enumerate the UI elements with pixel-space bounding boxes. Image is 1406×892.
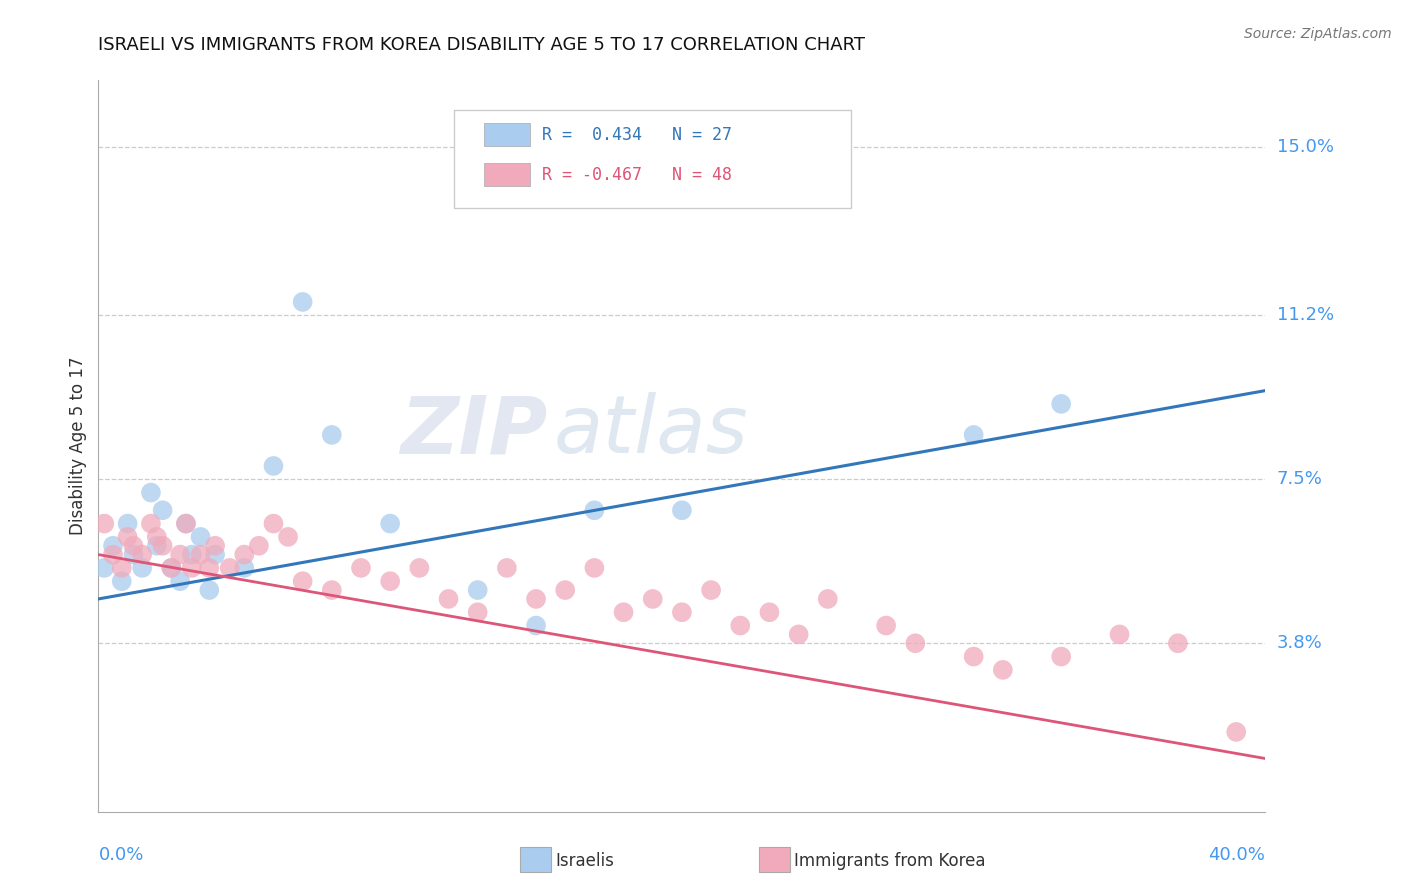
Text: ISRAELI VS IMMIGRANTS FROM KOREA DISABILITY AGE 5 TO 17 CORRELATION CHART: ISRAELI VS IMMIGRANTS FROM KOREA DISABIL… [98,36,866,54]
Point [875,618,897,632]
Text: 15.0%: 15.0% [1277,137,1333,156]
Point [671,605,693,619]
Text: 3.8%: 3.8% [1277,634,1322,652]
Point [152,539,174,553]
Point [139,516,162,531]
Point [218,561,240,575]
FancyBboxPatch shape [484,163,530,186]
Point [160,561,183,575]
Point [131,561,153,575]
Point [904,636,927,650]
Point [146,530,169,544]
Text: R =  0.434   N = 27: R = 0.434 N = 27 [541,126,733,145]
Point [122,539,145,553]
Point [174,516,197,531]
Point [554,583,576,598]
Point [198,561,221,575]
Point [991,663,1014,677]
Text: 0.0%: 0.0% [98,847,143,864]
Point [101,539,124,553]
Point [190,548,212,562]
Point [408,561,430,575]
Point [180,561,202,575]
Point [146,539,169,553]
Point [122,548,145,562]
Point [277,530,299,544]
Text: R = -0.467   N = 48: R = -0.467 N = 48 [541,167,733,185]
Point [263,516,285,531]
Point [437,591,460,606]
Point [962,649,984,664]
Point [496,561,519,575]
Point [583,503,606,517]
Text: atlas: atlas [554,392,748,470]
Point [758,605,780,619]
Point [180,548,202,562]
Y-axis label: Disability Age 5 to 17: Disability Age 5 to 17 [69,357,87,535]
Point [524,618,547,632]
Point [263,458,285,473]
Point [233,561,256,575]
Point [700,583,723,598]
FancyBboxPatch shape [454,110,851,209]
Text: 11.2%: 11.2% [1277,306,1334,324]
Point [174,516,197,531]
Point [1050,397,1073,411]
Point [671,503,693,517]
Point [152,503,174,517]
Point [817,591,839,606]
Point [1225,725,1247,739]
Point [160,561,183,575]
Point [190,530,212,544]
Point [204,548,226,562]
Point [291,294,314,309]
Point [583,561,606,575]
Point [524,591,547,606]
Point [204,539,226,553]
Point [467,605,489,619]
Point [169,574,191,589]
Point [1108,627,1130,641]
Point [291,574,314,589]
Text: Israelis: Israelis [555,852,614,870]
FancyBboxPatch shape [484,123,530,146]
Point [233,548,256,562]
Point [641,591,664,606]
Point [117,516,139,531]
Point [117,530,139,544]
Point [1167,636,1189,650]
Point [131,548,153,562]
Text: Source: ZipAtlas.com: Source: ZipAtlas.com [1244,27,1392,41]
Point [321,428,343,442]
Point [380,516,402,531]
Text: ZIP: ZIP [401,392,548,470]
Point [198,583,221,598]
Point [93,516,115,531]
Point [101,548,124,562]
Point [93,561,115,575]
Point [247,539,270,553]
Text: Immigrants from Korea: Immigrants from Korea [794,852,986,870]
Point [467,583,489,598]
Point [111,561,134,575]
Point [787,627,810,641]
Text: 40.0%: 40.0% [1209,847,1265,864]
Point [350,561,373,575]
Point [111,574,134,589]
Point [139,485,162,500]
Point [321,583,343,598]
Point [380,574,402,589]
Point [962,428,984,442]
Text: 7.5%: 7.5% [1277,470,1323,488]
Point [169,548,191,562]
Point [1050,649,1073,664]
Point [613,605,636,619]
Point [730,618,752,632]
